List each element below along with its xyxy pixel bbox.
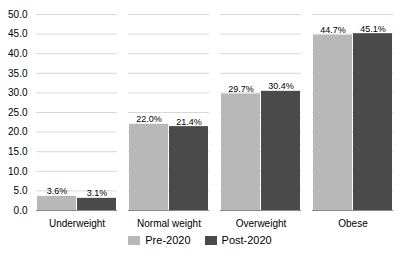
svg-text:0.0: 0.0 [14, 205, 28, 216]
svg-text:29.7%: 29.7% [228, 84, 254, 94]
svg-text:25.0: 25.0 [8, 107, 28, 118]
svg-text:21.4%: 21.4% [176, 116, 202, 126]
svg-text:45.1%: 45.1% [360, 24, 386, 34]
svg-text:50.0: 50.0 [8, 9, 28, 20]
svg-text:40.0: 40.0 [8, 48, 28, 59]
svg-text:5.0: 5.0 [14, 185, 28, 196]
svg-text:10.0: 10.0 [8, 166, 28, 177]
svg-text:45.0: 45.0 [8, 28, 28, 39]
html-text:Pre-2020: Pre-2020 [145, 234, 191, 246]
svg-text:Obese: Obese [338, 218, 368, 229]
svg-text:22.0%: 22.0% [136, 114, 162, 124]
svg-text:30.0: 30.0 [8, 87, 28, 98]
svg-text:Overweight: Overweight [236, 218, 287, 229]
svg-text:15.0: 15.0 [8, 146, 28, 157]
svg-text:Normal weight: Normal weight [137, 218, 201, 229]
svg-text:3.1%: 3.1% [87, 188, 108, 198]
svg-text:20.0: 20.0 [8, 126, 28, 137]
svg-text:3.6%: 3.6% [47, 186, 68, 196]
svg-text:44.7%: 44.7% [320, 25, 346, 35]
svg-text:Underweight: Underweight [49, 218, 105, 229]
svg-text:35.0: 35.0 [8, 68, 28, 79]
svg-text:30.4%: 30.4% [268, 81, 294, 91]
html-text:Post-2020: Post-2020 [221, 234, 272, 246]
